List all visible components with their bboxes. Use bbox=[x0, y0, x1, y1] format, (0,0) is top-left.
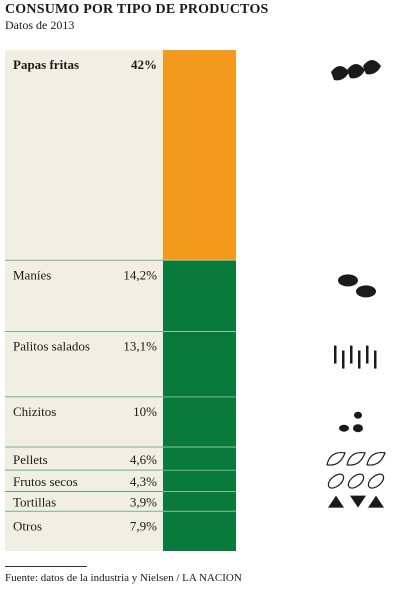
category-label: Maníes bbox=[13, 267, 51, 282]
source-note: Fuente: datos de la industria y Nielsen … bbox=[5, 572, 242, 584]
stick-shape bbox=[374, 350, 377, 369]
row-panel bbox=[5, 50, 163, 261]
category-row: Otros 7,9% bbox=[5, 511, 236, 551]
bar-segment bbox=[163, 447, 236, 471]
bar-segment bbox=[163, 260, 236, 332]
sticks-icon bbox=[334, 345, 377, 369]
category-label: Chizitos bbox=[13, 404, 56, 419]
chart-title: CONSUMO POR TIPO DE PRODUCTOS bbox=[5, 2, 269, 17]
category-row: Palitos salados 13,1% bbox=[5, 331, 377, 398]
row-panel bbox=[5, 491, 163, 512]
chip-shape bbox=[363, 60, 381, 75]
value-label: 14,2% bbox=[123, 267, 157, 282]
category-label: Papas fritas bbox=[13, 57, 79, 72]
chip-shape bbox=[331, 66, 349, 81]
bar-segment bbox=[163, 470, 236, 492]
category-label: Frutos secos bbox=[13, 474, 78, 489]
category-row: Chizitos 10% bbox=[5, 397, 363, 448]
value-label: 4,3% bbox=[130, 474, 157, 489]
category-label: Otros bbox=[13, 518, 42, 533]
category-row: Tortillas 3,9% bbox=[5, 491, 384, 512]
nut-shape bbox=[367, 473, 385, 489]
nut-shape bbox=[347, 473, 365, 489]
bar-segment bbox=[163, 50, 236, 261]
category-label: Palitos salados bbox=[13, 339, 90, 354]
nut-shape bbox=[327, 473, 345, 489]
row-panel bbox=[5, 511, 163, 551]
value-label: 10% bbox=[133, 404, 157, 419]
value-label: 7,9% bbox=[130, 518, 157, 533]
stick-shape bbox=[342, 350, 345, 369]
peanut-shape bbox=[356, 285, 376, 298]
value-label: 4,6% bbox=[130, 452, 157, 467]
puff-shape bbox=[339, 424, 349, 432]
cheese-puffs-icon bbox=[339, 411, 363, 433]
row-panel bbox=[5, 260, 163, 332]
peanut-shape bbox=[338, 274, 358, 287]
stick-shape bbox=[366, 345, 369, 364]
chips-icon bbox=[331, 60, 381, 81]
bar-segment bbox=[163, 397, 236, 448]
category-row: Frutos secos 4,3% bbox=[5, 470, 385, 492]
chip-shape bbox=[347, 64, 365, 79]
category-row: Papas fritas 42% bbox=[5, 50, 381, 261]
tortilla-chips-icon bbox=[328, 495, 384, 508]
bar-segment bbox=[163, 491, 236, 512]
value-label: 13,1% bbox=[123, 339, 157, 354]
pellet-shape bbox=[326, 451, 346, 466]
pellets-icon bbox=[326, 451, 386, 466]
row-panel bbox=[5, 331, 163, 398]
value-label: 42% bbox=[131, 57, 157, 72]
tortilla-shape bbox=[328, 495, 344, 508]
footer-rule bbox=[5, 566, 87, 567]
tortilla-shape bbox=[368, 495, 384, 508]
pellet-shape bbox=[346, 451, 366, 466]
stick-shape bbox=[358, 350, 361, 369]
puff-shape bbox=[354, 411, 362, 419]
value-label: 3,9% bbox=[130, 495, 157, 510]
stick-shape bbox=[334, 345, 337, 364]
category-label: Pellets bbox=[13, 452, 48, 467]
puff-shape bbox=[353, 424, 363, 433]
category-row: Maníes 14,2% bbox=[5, 260, 376, 332]
stick-shape bbox=[350, 345, 353, 364]
bar-segment bbox=[163, 511, 236, 551]
row-panel bbox=[5, 470, 163, 492]
row-panel bbox=[5, 447, 163, 471]
chart-subtitle: Datos de 2013 bbox=[5, 18, 75, 32]
row-panel bbox=[5, 397, 163, 448]
category-row: Pellets 4,6% bbox=[5, 447, 386, 471]
bar-segment bbox=[163, 331, 236, 398]
pellet-shape bbox=[366, 451, 386, 466]
nuts-icon bbox=[327, 473, 385, 489]
category-label: Tortillas bbox=[13, 495, 56, 510]
tortilla-shape bbox=[350, 495, 366, 508]
peanuts-icon bbox=[338, 274, 376, 298]
